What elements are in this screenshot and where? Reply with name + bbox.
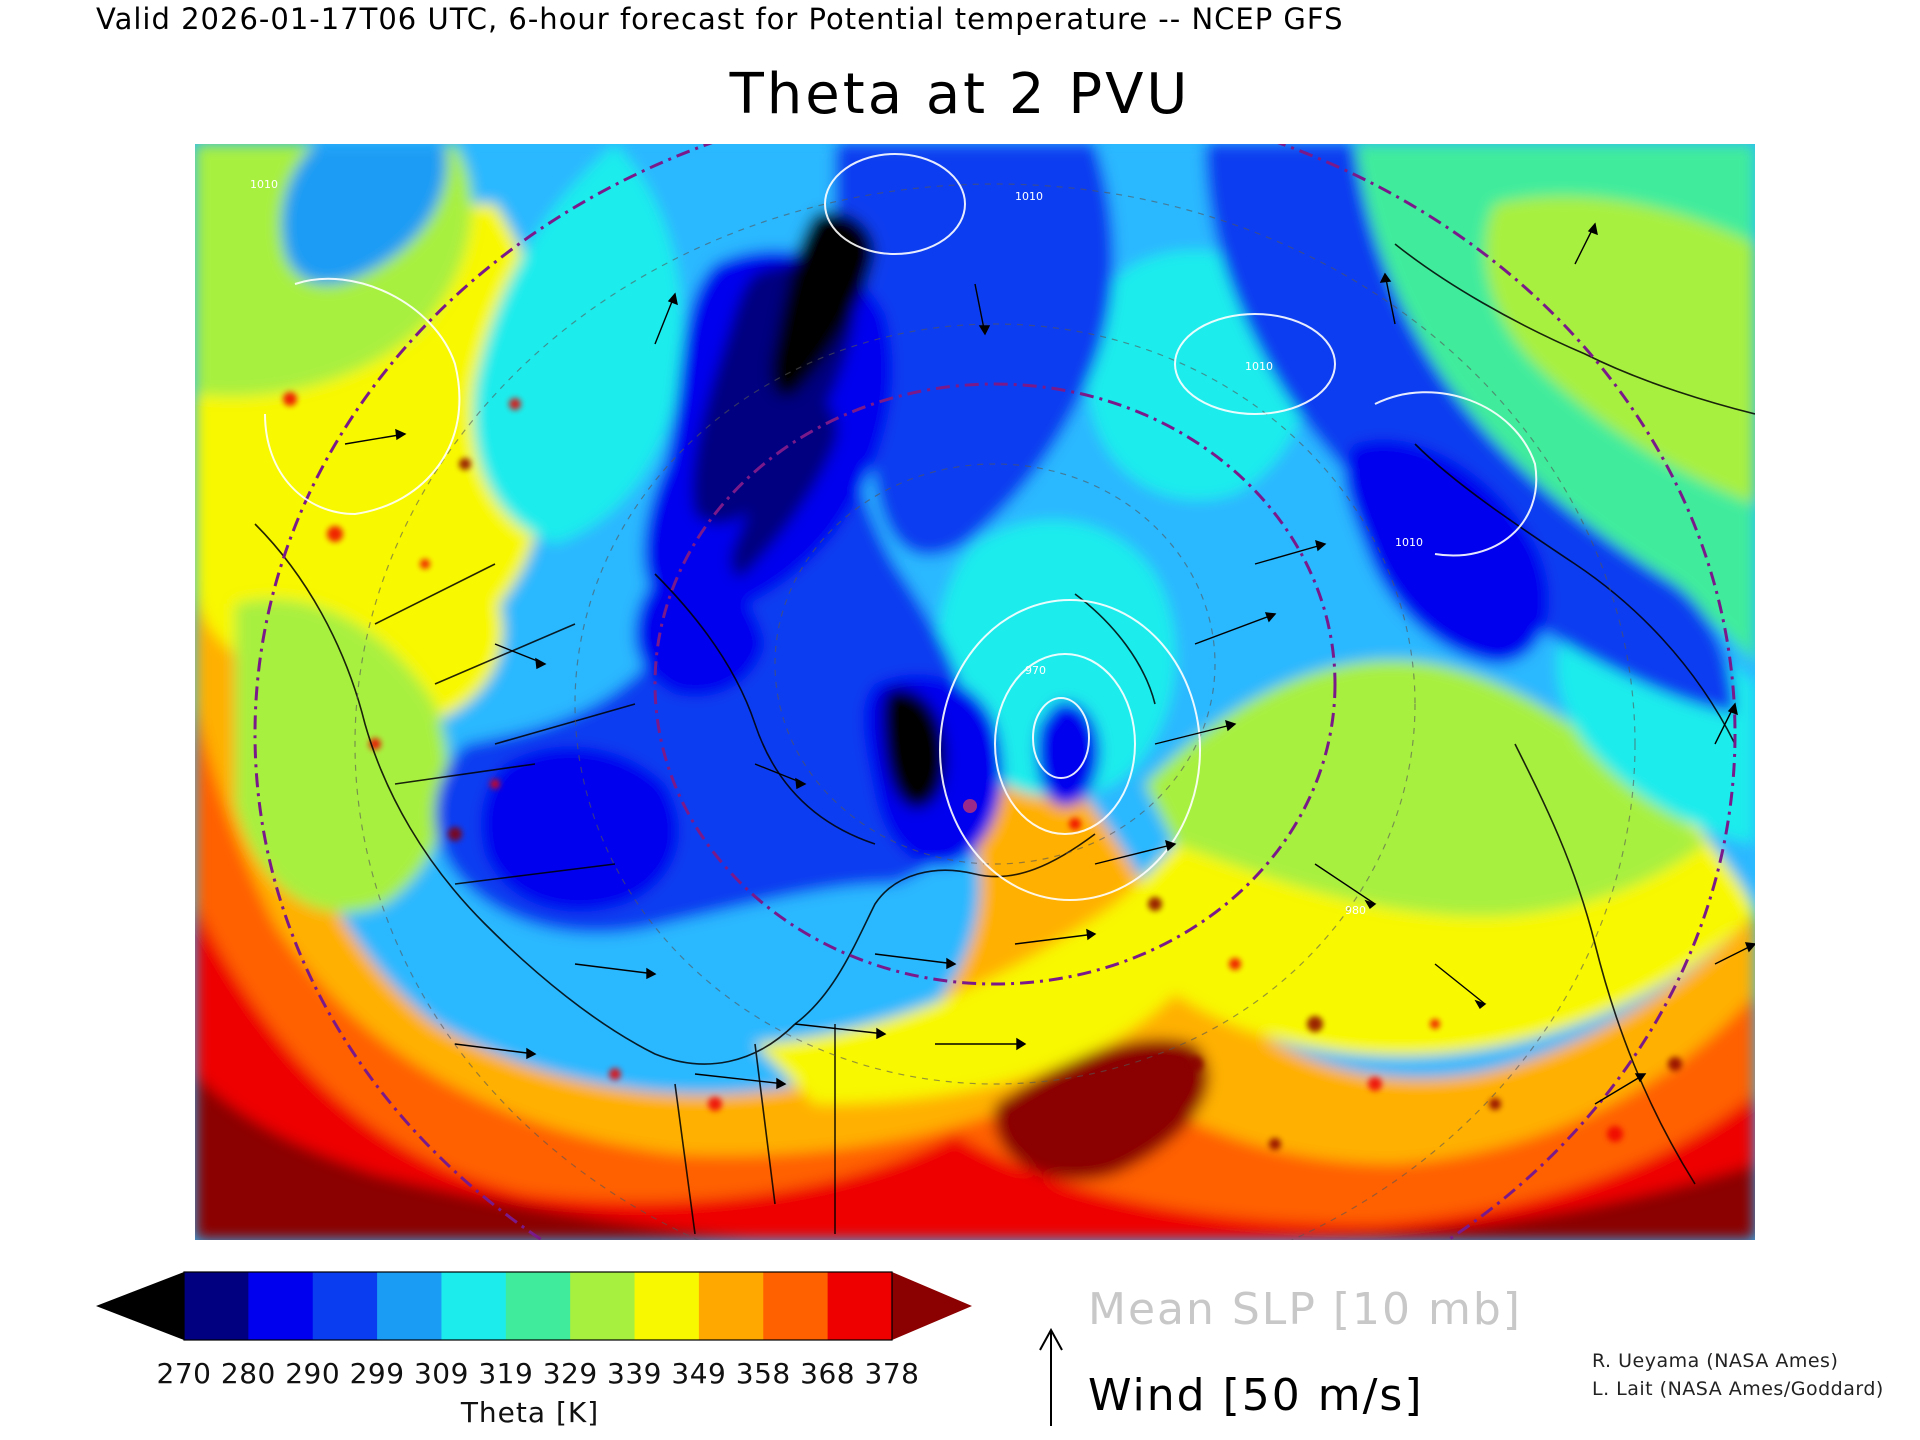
colorbar-tick-label: 358 <box>735 1357 791 1390</box>
credit-line: R. Ueyama (NASA Ames) <box>1592 1350 1839 1372</box>
colorbar-cell <box>312 1272 378 1340</box>
theta-colorbar <box>96 1271 972 1341</box>
colorbar-tick-label: 309 <box>413 1357 469 1390</box>
wind-vectors <box>344 222 1755 1105</box>
svg-text:980: 980 <box>1345 904 1366 917</box>
colorbar-tick-label: 368 <box>800 1357 856 1390</box>
coastlines <box>254 243 1755 1235</box>
colorbar-cell <box>248 1272 314 1340</box>
map-title: Theta at 2 PVU <box>729 62 1191 127</box>
colorbar-cell <box>570 1272 636 1340</box>
colorbar-tick-label: 339 <box>607 1357 663 1390</box>
credit-line: L. Lait (NASA Ames/Goddard) <box>1592 1378 1884 1400</box>
colorbar-underflow-triangle <box>96 1272 184 1340</box>
colorbar-cell <box>634 1272 700 1340</box>
location-marker <box>963 799 977 813</box>
colorbar-cell <box>441 1272 507 1340</box>
svg-text:1010: 1010 <box>250 178 278 191</box>
svg-text:970: 970 <box>1025 664 1046 677</box>
slp-legend-label: Mean SLP [10 mb] <box>1088 1284 1522 1335</box>
colorbar-tick-label: 378 <box>864 1357 920 1390</box>
slp-contour-labels: 1010 1010 1010 1010 970 980 <box>250 178 1423 917</box>
colorbar-tick-label: 349 <box>671 1357 727 1390</box>
colorbar-cell <box>377 1272 442 1340</box>
svg-text:1010: 1010 <box>1015 190 1043 203</box>
forecast-valid-line: Valid 2026-01-17T06 UTC, 6-hour forecast… <box>96 2 1344 36</box>
colorbar-tick-label: 299 <box>349 1357 405 1390</box>
colorbar-cells <box>184 1272 893 1340</box>
theta-map: 1010 1010 1010 1010 970 980 <box>195 144 1755 1240</box>
slp-contours <box>264 153 1538 901</box>
colorbar-cell <box>698 1272 764 1340</box>
colorbar-tick-label: 329 <box>542 1357 598 1390</box>
colorbar-cell <box>184 1272 249 1340</box>
colorbar-title: Theta [K] <box>460 1396 600 1429</box>
svg-text:1010: 1010 <box>1395 536 1423 549</box>
graticule <box>354 183 1636 1240</box>
colorbar-tick-label: 290 <box>285 1357 341 1390</box>
colorbar-tick-label: 270 <box>156 1357 212 1390</box>
wind-legend-label: Wind [50 m/s] <box>1088 1370 1424 1421</box>
colorbar-cell <box>763 1272 829 1340</box>
colorbar-cell <box>827 1272 893 1340</box>
colorbar-cell <box>505 1272 571 1340</box>
colorbar-tick-labels: 270 280 290 299 309 319 329 339 349 358 … <box>150 1357 930 1393</box>
reference-circles <box>253 144 1737 1240</box>
svg-text:1010: 1010 <box>1245 360 1273 373</box>
colorbar-overflow-triangle <box>892 1272 972 1340</box>
up-arrow-icon <box>1039 1328 1063 1426</box>
colorbar-tick-label: 319 <box>478 1357 534 1390</box>
theta-field <box>195 144 1755 1240</box>
colorbar-tick-label: 280 <box>220 1357 276 1390</box>
